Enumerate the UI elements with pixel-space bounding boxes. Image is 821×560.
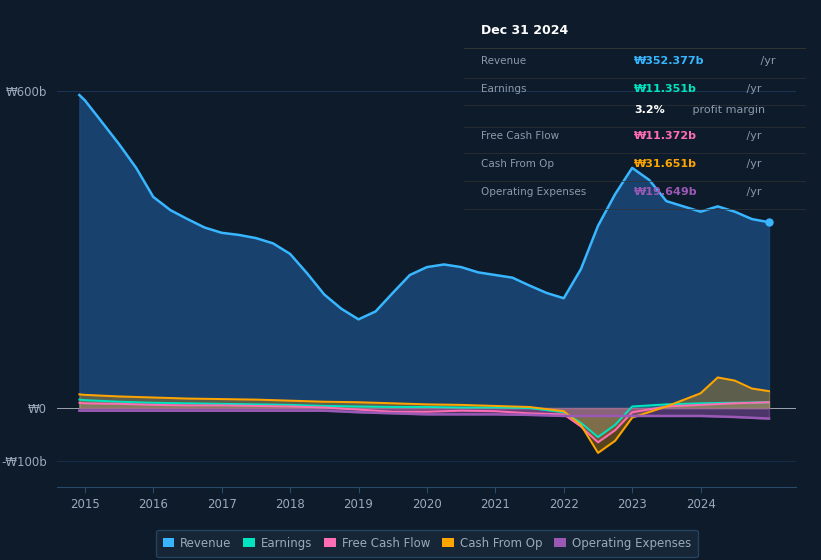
Text: 3.2%: 3.2%: [635, 105, 665, 115]
Text: Operating Expenses: Operating Expenses: [481, 187, 586, 197]
Text: Free Cash Flow: Free Cash Flow: [481, 131, 559, 141]
Text: Revenue: Revenue: [481, 56, 526, 66]
Text: ₩19.649b: ₩19.649b: [635, 187, 698, 197]
Text: ₩11.372b: ₩11.372b: [635, 131, 697, 141]
Text: /yr: /yr: [743, 131, 762, 141]
Text: /yr: /yr: [743, 159, 762, 169]
Legend: Revenue, Earnings, Free Cash Flow, Cash From Op, Operating Expenses: Revenue, Earnings, Free Cash Flow, Cash …: [155, 530, 699, 557]
Text: Earnings: Earnings: [481, 83, 526, 94]
Text: ₩11.351b: ₩11.351b: [635, 83, 697, 94]
Text: ₩352.377b: ₩352.377b: [635, 56, 704, 66]
Text: /yr: /yr: [743, 83, 762, 94]
Text: Cash From Op: Cash From Op: [481, 159, 554, 169]
Text: Dec 31 2024: Dec 31 2024: [481, 24, 568, 37]
Text: /yr: /yr: [757, 56, 775, 66]
Text: profit margin: profit margin: [689, 105, 765, 115]
Text: /yr: /yr: [743, 187, 762, 197]
Text: ₩31.651b: ₩31.651b: [635, 159, 697, 169]
